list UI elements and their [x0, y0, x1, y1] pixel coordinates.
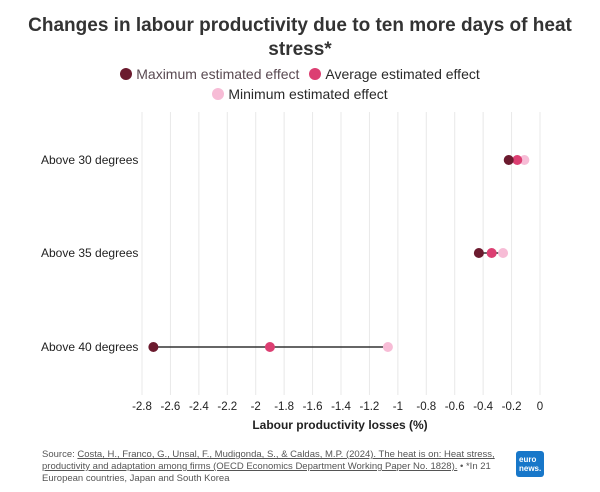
- chart-title: Changes in labour productivity due to te…: [28, 15, 572, 60]
- avg-point: [512, 155, 523, 165]
- source-prefix: Source:: [42, 449, 78, 460]
- x-tick-label: 0: [537, 401, 543, 413]
- avg-point: [264, 342, 275, 352]
- legend-label-average: Average estimated effect: [325, 66, 480, 82]
- x-tick-label: -0.2: [502, 401, 522, 413]
- legend-item-average[interactable]: Average estimated effect: [309, 64, 480, 84]
- legend-item-minimum[interactable]: Minimum estimated effect: [212, 84, 388, 104]
- x-tick-label: -0.6: [445, 401, 465, 413]
- legend-label-minimum: Minimum estimated effect: [228, 86, 388, 102]
- chart-legend: Maximum estimated effect Average estimat…: [0, 64, 600, 104]
- x-tick-label: -1.8: [274, 401, 294, 413]
- max-point: [473, 248, 484, 258]
- min-point: [382, 342, 393, 352]
- x-tick-label: -2.4: [189, 401, 209, 413]
- category-label: Above 40 degrees: [41, 340, 138, 354]
- max-point: [148, 342, 159, 352]
- min-point: [519, 155, 530, 165]
- logo-line2: news.: [519, 464, 542, 473]
- legend-dot-minimum: [212, 88, 225, 100]
- x-tick-label: -2.8: [132, 401, 152, 413]
- x-axis-label: Labour productivity losses (%): [252, 418, 428, 432]
- x-tick-label: -0.8: [416, 401, 436, 413]
- source-link[interactable]: Costa, H., Franco, G., Unsal, F., Mudigo…: [42, 449, 495, 472]
- legend-item-maximum[interactable]: Maximum estimated effect: [120, 64, 299, 84]
- x-tick-label: -1: [393, 401, 403, 413]
- x-tick-label: -1.4: [331, 401, 351, 413]
- max-point: [503, 155, 514, 165]
- category-label: Above 30 degrees: [41, 153, 138, 167]
- x-tick-label: -1.2: [360, 401, 380, 413]
- legend-dot-maximum: [120, 68, 133, 80]
- x-tick-label: -2.2: [217, 401, 237, 413]
- min-point: [498, 248, 509, 258]
- x-tick-label: -2: [251, 401, 261, 413]
- euronews-logo[interactable]: euro news.: [516, 451, 544, 477]
- legend-label-maximum: Maximum estimated effect: [136, 66, 300, 82]
- category-label: Above 35 degrees: [41, 246, 138, 260]
- source-footnote: • *In 21 European countries, Japan and S…: [42, 461, 491, 484]
- logo-line1: euro: [519, 455, 537, 464]
- x-tick-label: -1.6: [303, 401, 323, 413]
- avg-point: [486, 248, 497, 258]
- source-note: Source: Costa, H., Franco, G., Unsal, F.…: [42, 449, 502, 485]
- legend-dot-average: [309, 68, 322, 80]
- x-tick-label: -2.6: [161, 401, 181, 413]
- x-tick-label: -0.4: [473, 401, 493, 413]
